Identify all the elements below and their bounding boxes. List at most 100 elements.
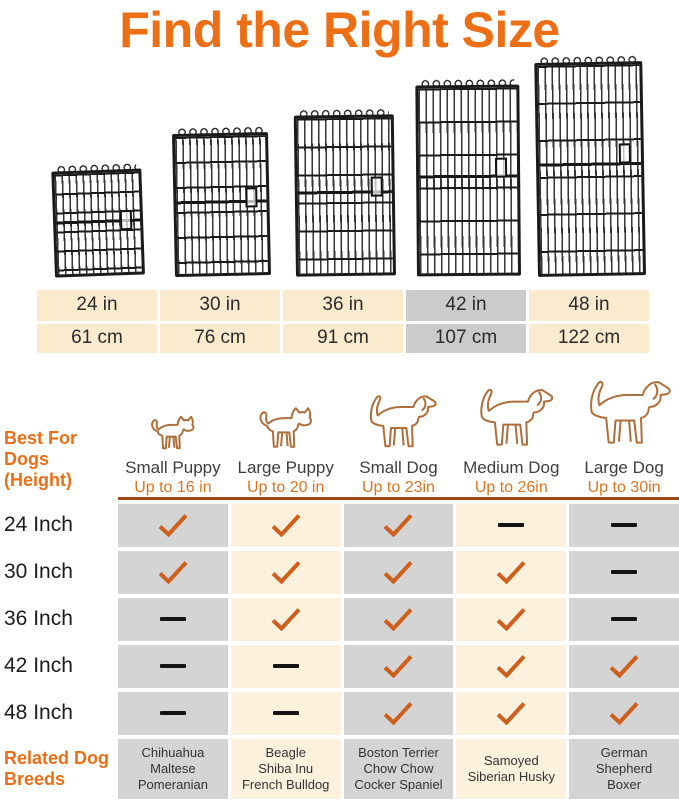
dash-cell <box>456 503 567 547</box>
size-cell: 24 in <box>37 289 157 321</box>
breed-cell: Beagle Shiba Inu French Bulldog <box>230 738 341 799</box>
crate-image-24in <box>51 167 145 278</box>
check-icon <box>384 561 413 584</box>
check-cell <box>230 550 341 594</box>
dash-cell <box>118 691 228 735</box>
dash-icon <box>611 617 638 621</box>
dash-icon <box>159 664 186 668</box>
breed-name: Chow Chow <box>363 760 434 776</box>
dog-max-height: Up to 23in <box>362 478 435 496</box>
check-icon <box>384 702 413 725</box>
dog-name: Small Puppy <box>125 457 221 477</box>
crate-images-row <box>0 60 679 284</box>
dog-max-height: Up to 30in <box>587 478 661 496</box>
table-row: 48 Inch <box>0 691 679 735</box>
size-cell: 61 cm <box>37 323 157 353</box>
dog-size-header-row: Best For Dogs (Height) Small Puppy Up to … <box>0 369 679 497</box>
table-row: 30 Inch <box>0 550 679 594</box>
crate-image-48in <box>534 60 646 277</box>
dog-column: Small Puppy Up to 16 in <box>118 410 228 497</box>
size-cell: 76 cm <box>160 323 280 353</box>
breed-name: French Bulldog <box>241 776 330 792</box>
size-cell: 91 cm <box>283 323 403 353</box>
dog-max-height: Up to 26in <box>474 478 548 496</box>
breed-cell: German Shepherd Boxer <box>569 738 679 799</box>
dog-name: Large Dog <box>584 457 664 477</box>
size-cell: 122 cm <box>529 323 649 353</box>
check-icon <box>384 608 413 631</box>
check-cell <box>456 550 567 594</box>
check-icon <box>496 702 526 725</box>
breed-name: Cocker Spaniel <box>354 776 443 792</box>
breed-name: Chihuahua <box>141 744 205 760</box>
dog-column: Small Dog Up to 23in <box>344 386 454 497</box>
check-icon <box>609 702 639 725</box>
check-cell <box>569 644 679 688</box>
check-icon <box>271 608 301 631</box>
breed-name: Shepherd <box>595 760 653 776</box>
table-top-rule <box>118 496 679 500</box>
check-cell <box>569 691 679 735</box>
check-cell <box>456 691 567 735</box>
dash-cell <box>569 503 679 547</box>
breed-name: Boston Terrier <box>358 744 439 760</box>
dog-icon-medium-dog <box>465 378 557 456</box>
breed-name: Boxer <box>607 776 642 792</box>
table-row: 24 Inch <box>0 503 679 547</box>
row-label: 36 Inch <box>4 607 73 630</box>
dash-cell <box>118 597 228 641</box>
dog-icon-large-dog <box>573 368 675 456</box>
dog-column: Medium Dog Up to 26in <box>456 378 566 497</box>
dog-max-height: Up to 20 in <box>247 478 325 496</box>
row-label: 48 Inch <box>4 701 73 724</box>
compatibility-table: 24 Inch 30 Inch 36 Inch 42 Inch 48 Inch <box>0 503 679 735</box>
dog-icon-large-puppy <box>253 400 319 456</box>
size-strip-row-cm: 61 cm 76 cm 91 cm 107 cm 122 cm <box>37 323 649 353</box>
breed-name: German <box>600 744 648 760</box>
check-icon <box>609 655 639 678</box>
size-cell: 48 in <box>529 289 649 321</box>
row-label: 30 Inch <box>4 560 73 583</box>
dash-icon <box>272 711 299 715</box>
check-cell <box>230 597 341 641</box>
check-icon <box>384 514 413 537</box>
breed-name: Maltese <box>150 760 196 776</box>
check-icon <box>496 655 526 678</box>
crate-image-42in <box>415 84 521 276</box>
page-title: Find the Right Size <box>119 2 560 58</box>
related-breeds-row: Related Dog Breeds Chihuahua Maltese Pomer… <box>0 738 679 799</box>
check-icon <box>271 514 301 537</box>
dash-icon <box>611 523 638 527</box>
dog-max-height: Up to 16 in <box>134 478 212 496</box>
check-icon <box>158 561 188 584</box>
dog-column: Large Dog Up to 30in <box>569 368 679 497</box>
dog-icon-small-dog <box>356 386 440 456</box>
size-cell: 107 cm <box>406 323 526 353</box>
dash-icon <box>159 711 186 715</box>
check-cell <box>343 597 454 641</box>
dog-column: Large Puppy Up to 20 in <box>231 400 341 497</box>
breed-cell: Boston Terrier Chow Chow Cocker Spaniel <box>343 738 454 799</box>
dash-icon <box>159 617 186 621</box>
dash-icon <box>272 664 299 668</box>
check-cell <box>456 597 567 641</box>
crate-image-30in <box>172 131 271 277</box>
check-cell <box>343 503 454 547</box>
check-icon <box>496 608 526 631</box>
related-dog-breeds-line2: Breeds <box>4 768 66 789</box>
dash-cell <box>230 691 341 735</box>
breed-name: Siberian Husky <box>467 768 555 784</box>
crate-image-36in <box>293 113 396 277</box>
check-icon <box>158 514 188 537</box>
check-cell <box>456 644 567 688</box>
size-cell: 42 in <box>406 289 526 321</box>
check-cell <box>343 691 454 735</box>
best-for-dogs-line2: (Height) <box>4 469 72 490</box>
size-cell: 36 in <box>283 289 403 321</box>
breed-name: Samoyed <box>483 752 539 768</box>
best-for-dogs-line1: Best For Dogs <box>4 427 78 469</box>
related-dog-breeds-line1: Related Dog <box>4 747 110 768</box>
check-icon <box>384 655 413 678</box>
row-label: 24 Inch <box>4 513 73 536</box>
check-cell <box>343 644 454 688</box>
